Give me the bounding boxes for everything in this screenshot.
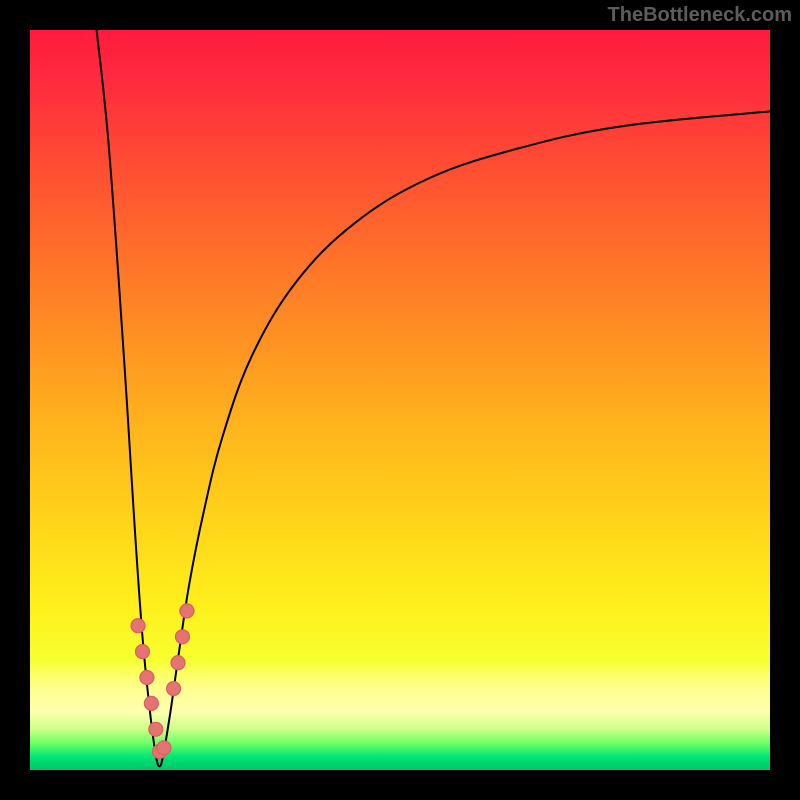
chart-svg bbox=[0, 0, 800, 800]
marker-dot bbox=[167, 682, 181, 696]
marker-dot bbox=[131, 619, 145, 633]
marker-dot bbox=[157, 741, 171, 755]
marker-dot bbox=[135, 645, 149, 659]
marker-dot bbox=[171, 656, 185, 670]
marker-dot bbox=[140, 671, 154, 685]
marker-dot bbox=[144, 696, 158, 710]
marker-dot bbox=[175, 630, 189, 644]
marker-dot bbox=[180, 604, 194, 618]
bottleneck-chart: TheBottleneck.com bbox=[0, 0, 800, 800]
marker-dot bbox=[149, 722, 163, 736]
